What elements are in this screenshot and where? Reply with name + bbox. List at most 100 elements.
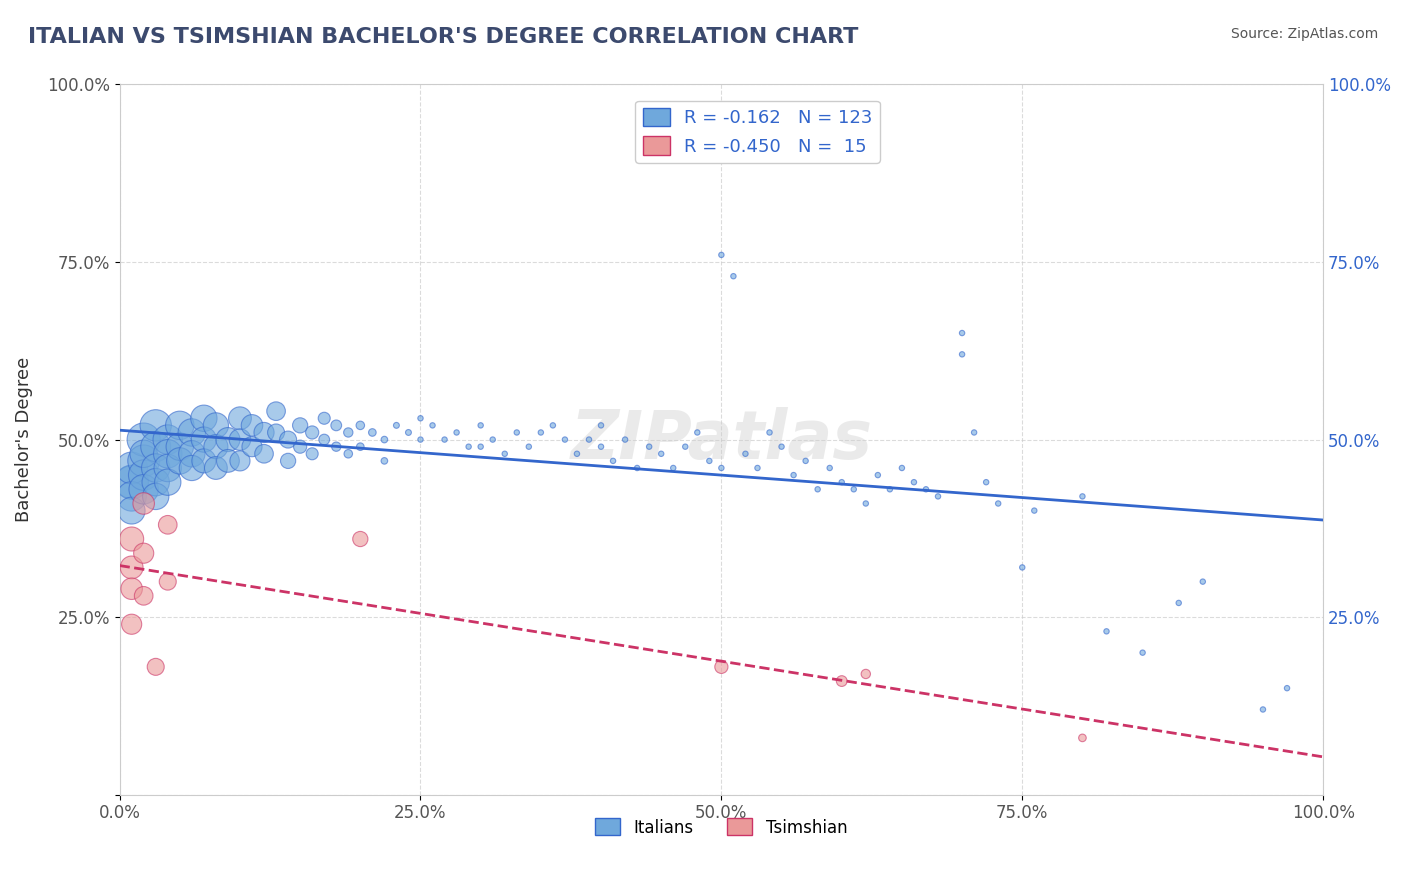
Point	[145, 475, 167, 490]
Point	[855, 667, 877, 681]
Point	[578, 433, 600, 447]
Point	[747, 461, 769, 475]
Point	[217, 433, 239, 447]
Point	[662, 461, 685, 475]
Point	[818, 461, 841, 475]
Point	[132, 496, 155, 510]
Point	[288, 440, 311, 454]
Text: ZIPatlas: ZIPatlas	[571, 407, 872, 473]
Point	[723, 269, 745, 284]
Point	[963, 425, 986, 440]
Point	[506, 425, 529, 440]
Text: Source: ZipAtlas.com: Source: ZipAtlas.com	[1230, 27, 1378, 41]
Point	[446, 425, 468, 440]
Point	[145, 461, 167, 475]
Point	[253, 425, 276, 440]
Point	[121, 489, 143, 503]
Point	[398, 425, 420, 440]
Point	[145, 660, 167, 674]
Point	[314, 433, 336, 447]
Point	[890, 461, 912, 475]
Point	[589, 418, 612, 433]
Point	[927, 489, 949, 503]
Point	[132, 546, 155, 560]
Point	[915, 483, 938, 497]
Point	[626, 461, 648, 475]
Point	[145, 440, 167, 454]
Point	[1011, 560, 1033, 574]
Point	[409, 433, 432, 447]
Point	[950, 326, 973, 340]
Point	[1251, 702, 1274, 716]
Point	[349, 532, 371, 546]
Point	[565, 447, 588, 461]
Point	[710, 461, 733, 475]
Point	[554, 433, 576, 447]
Point	[156, 574, 179, 589]
Point	[288, 418, 311, 433]
Point	[602, 454, 624, 468]
Point	[121, 461, 143, 475]
Point	[782, 468, 804, 483]
Point	[156, 461, 179, 475]
Text: ITALIAN VS TSIMSHIAN BACHELOR'S DEGREE CORRELATION CHART: ITALIAN VS TSIMSHIAN BACHELOR'S DEGREE C…	[28, 27, 859, 46]
Point	[277, 454, 299, 468]
Point	[145, 489, 167, 503]
Point	[301, 447, 323, 461]
Point	[180, 425, 202, 440]
Point	[121, 582, 143, 596]
Point	[470, 418, 492, 433]
Point	[470, 440, 492, 454]
Point	[337, 425, 360, 440]
Point	[710, 248, 733, 262]
Point	[205, 418, 228, 433]
Point	[301, 425, 323, 440]
Point	[673, 440, 696, 454]
Point	[361, 425, 384, 440]
Point	[217, 454, 239, 468]
Point	[373, 433, 395, 447]
Point	[121, 475, 143, 490]
Point	[337, 447, 360, 461]
Point	[409, 411, 432, 425]
Point	[169, 454, 191, 468]
Point	[121, 560, 143, 574]
Point	[121, 532, 143, 546]
Point	[699, 454, 721, 468]
Point	[314, 411, 336, 425]
Point	[325, 418, 347, 433]
Point	[385, 418, 408, 433]
Point	[650, 447, 672, 461]
Point	[794, 454, 817, 468]
Point	[1071, 731, 1094, 745]
Point	[205, 440, 228, 454]
Point	[1071, 489, 1094, 503]
Point	[121, 475, 143, 490]
Point	[831, 674, 853, 689]
Point	[614, 433, 637, 447]
Point	[277, 433, 299, 447]
Point	[1167, 596, 1189, 610]
Point	[903, 475, 925, 490]
Point	[132, 589, 155, 603]
Y-axis label: Bachelor's Degree: Bachelor's Degree	[15, 357, 32, 522]
Point	[325, 440, 347, 454]
Point	[193, 454, 215, 468]
Point	[807, 483, 830, 497]
Point	[1191, 574, 1213, 589]
Point	[132, 468, 155, 483]
Point	[205, 461, 228, 475]
Point	[180, 461, 202, 475]
Point	[686, 425, 709, 440]
Point	[193, 433, 215, 447]
Point	[349, 418, 371, 433]
Point	[132, 447, 155, 461]
Point	[156, 447, 179, 461]
Point	[1132, 646, 1154, 660]
Point	[121, 617, 143, 632]
Legend: Italians, Tsimshian: Italians, Tsimshian	[589, 812, 853, 843]
Point	[156, 517, 179, 532]
Point	[541, 418, 564, 433]
Point	[229, 454, 252, 468]
Point	[589, 440, 612, 454]
